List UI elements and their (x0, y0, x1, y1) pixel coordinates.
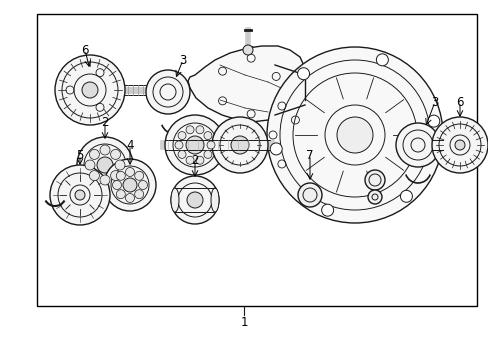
Circle shape (203, 150, 211, 158)
Circle shape (112, 180, 121, 189)
Text: 2: 2 (101, 116, 108, 129)
Text: 6: 6 (455, 95, 463, 108)
Circle shape (266, 47, 442, 223)
Circle shape (400, 190, 411, 202)
Circle shape (104, 159, 156, 211)
Circle shape (100, 175, 110, 185)
Circle shape (123, 178, 137, 192)
Circle shape (138, 180, 147, 189)
Circle shape (97, 157, 113, 173)
Circle shape (431, 117, 487, 173)
Circle shape (270, 143, 282, 155)
Circle shape (85, 160, 95, 170)
Circle shape (100, 145, 110, 155)
Text: 2: 2 (191, 153, 198, 166)
Ellipse shape (171, 188, 179, 212)
Bar (37, 14, 476, 306)
Circle shape (395, 123, 439, 167)
Circle shape (134, 190, 143, 199)
Text: 3: 3 (430, 95, 438, 108)
Circle shape (297, 183, 321, 207)
Circle shape (376, 54, 387, 66)
Circle shape (125, 194, 134, 202)
Text: 7: 7 (305, 149, 313, 162)
Circle shape (82, 82, 98, 98)
Circle shape (454, 140, 464, 150)
Circle shape (178, 150, 185, 158)
Circle shape (115, 160, 125, 170)
Circle shape (196, 156, 203, 164)
Circle shape (134, 171, 143, 180)
Circle shape (175, 141, 183, 149)
Circle shape (336, 117, 372, 153)
Circle shape (146, 70, 190, 114)
Circle shape (89, 171, 99, 181)
Polygon shape (187, 46, 305, 122)
Circle shape (206, 141, 215, 149)
Circle shape (185, 136, 203, 154)
Text: 6: 6 (81, 44, 88, 57)
Text: 5: 5 (76, 149, 83, 162)
Circle shape (55, 55, 125, 125)
Circle shape (196, 126, 203, 134)
Circle shape (50, 165, 110, 225)
Circle shape (77, 137, 133, 193)
Circle shape (321, 204, 333, 216)
Circle shape (185, 126, 194, 134)
Circle shape (230, 136, 248, 154)
Circle shape (212, 117, 267, 173)
Circle shape (110, 171, 121, 181)
Ellipse shape (210, 188, 219, 212)
Circle shape (89, 149, 99, 159)
Circle shape (164, 115, 224, 175)
Text: 4: 4 (126, 139, 134, 152)
Text: 1: 1 (240, 315, 247, 328)
Circle shape (116, 190, 125, 199)
Circle shape (427, 115, 439, 127)
Circle shape (75, 190, 85, 200)
Circle shape (171, 176, 219, 224)
Circle shape (186, 192, 203, 208)
Text: 3: 3 (179, 54, 186, 67)
Circle shape (367, 190, 381, 204)
Circle shape (203, 132, 211, 140)
Circle shape (364, 170, 384, 190)
Circle shape (297, 68, 309, 80)
Circle shape (110, 149, 121, 159)
Circle shape (125, 167, 134, 176)
Circle shape (116, 171, 125, 180)
Circle shape (178, 132, 185, 140)
Circle shape (185, 156, 194, 164)
Circle shape (243, 45, 252, 55)
